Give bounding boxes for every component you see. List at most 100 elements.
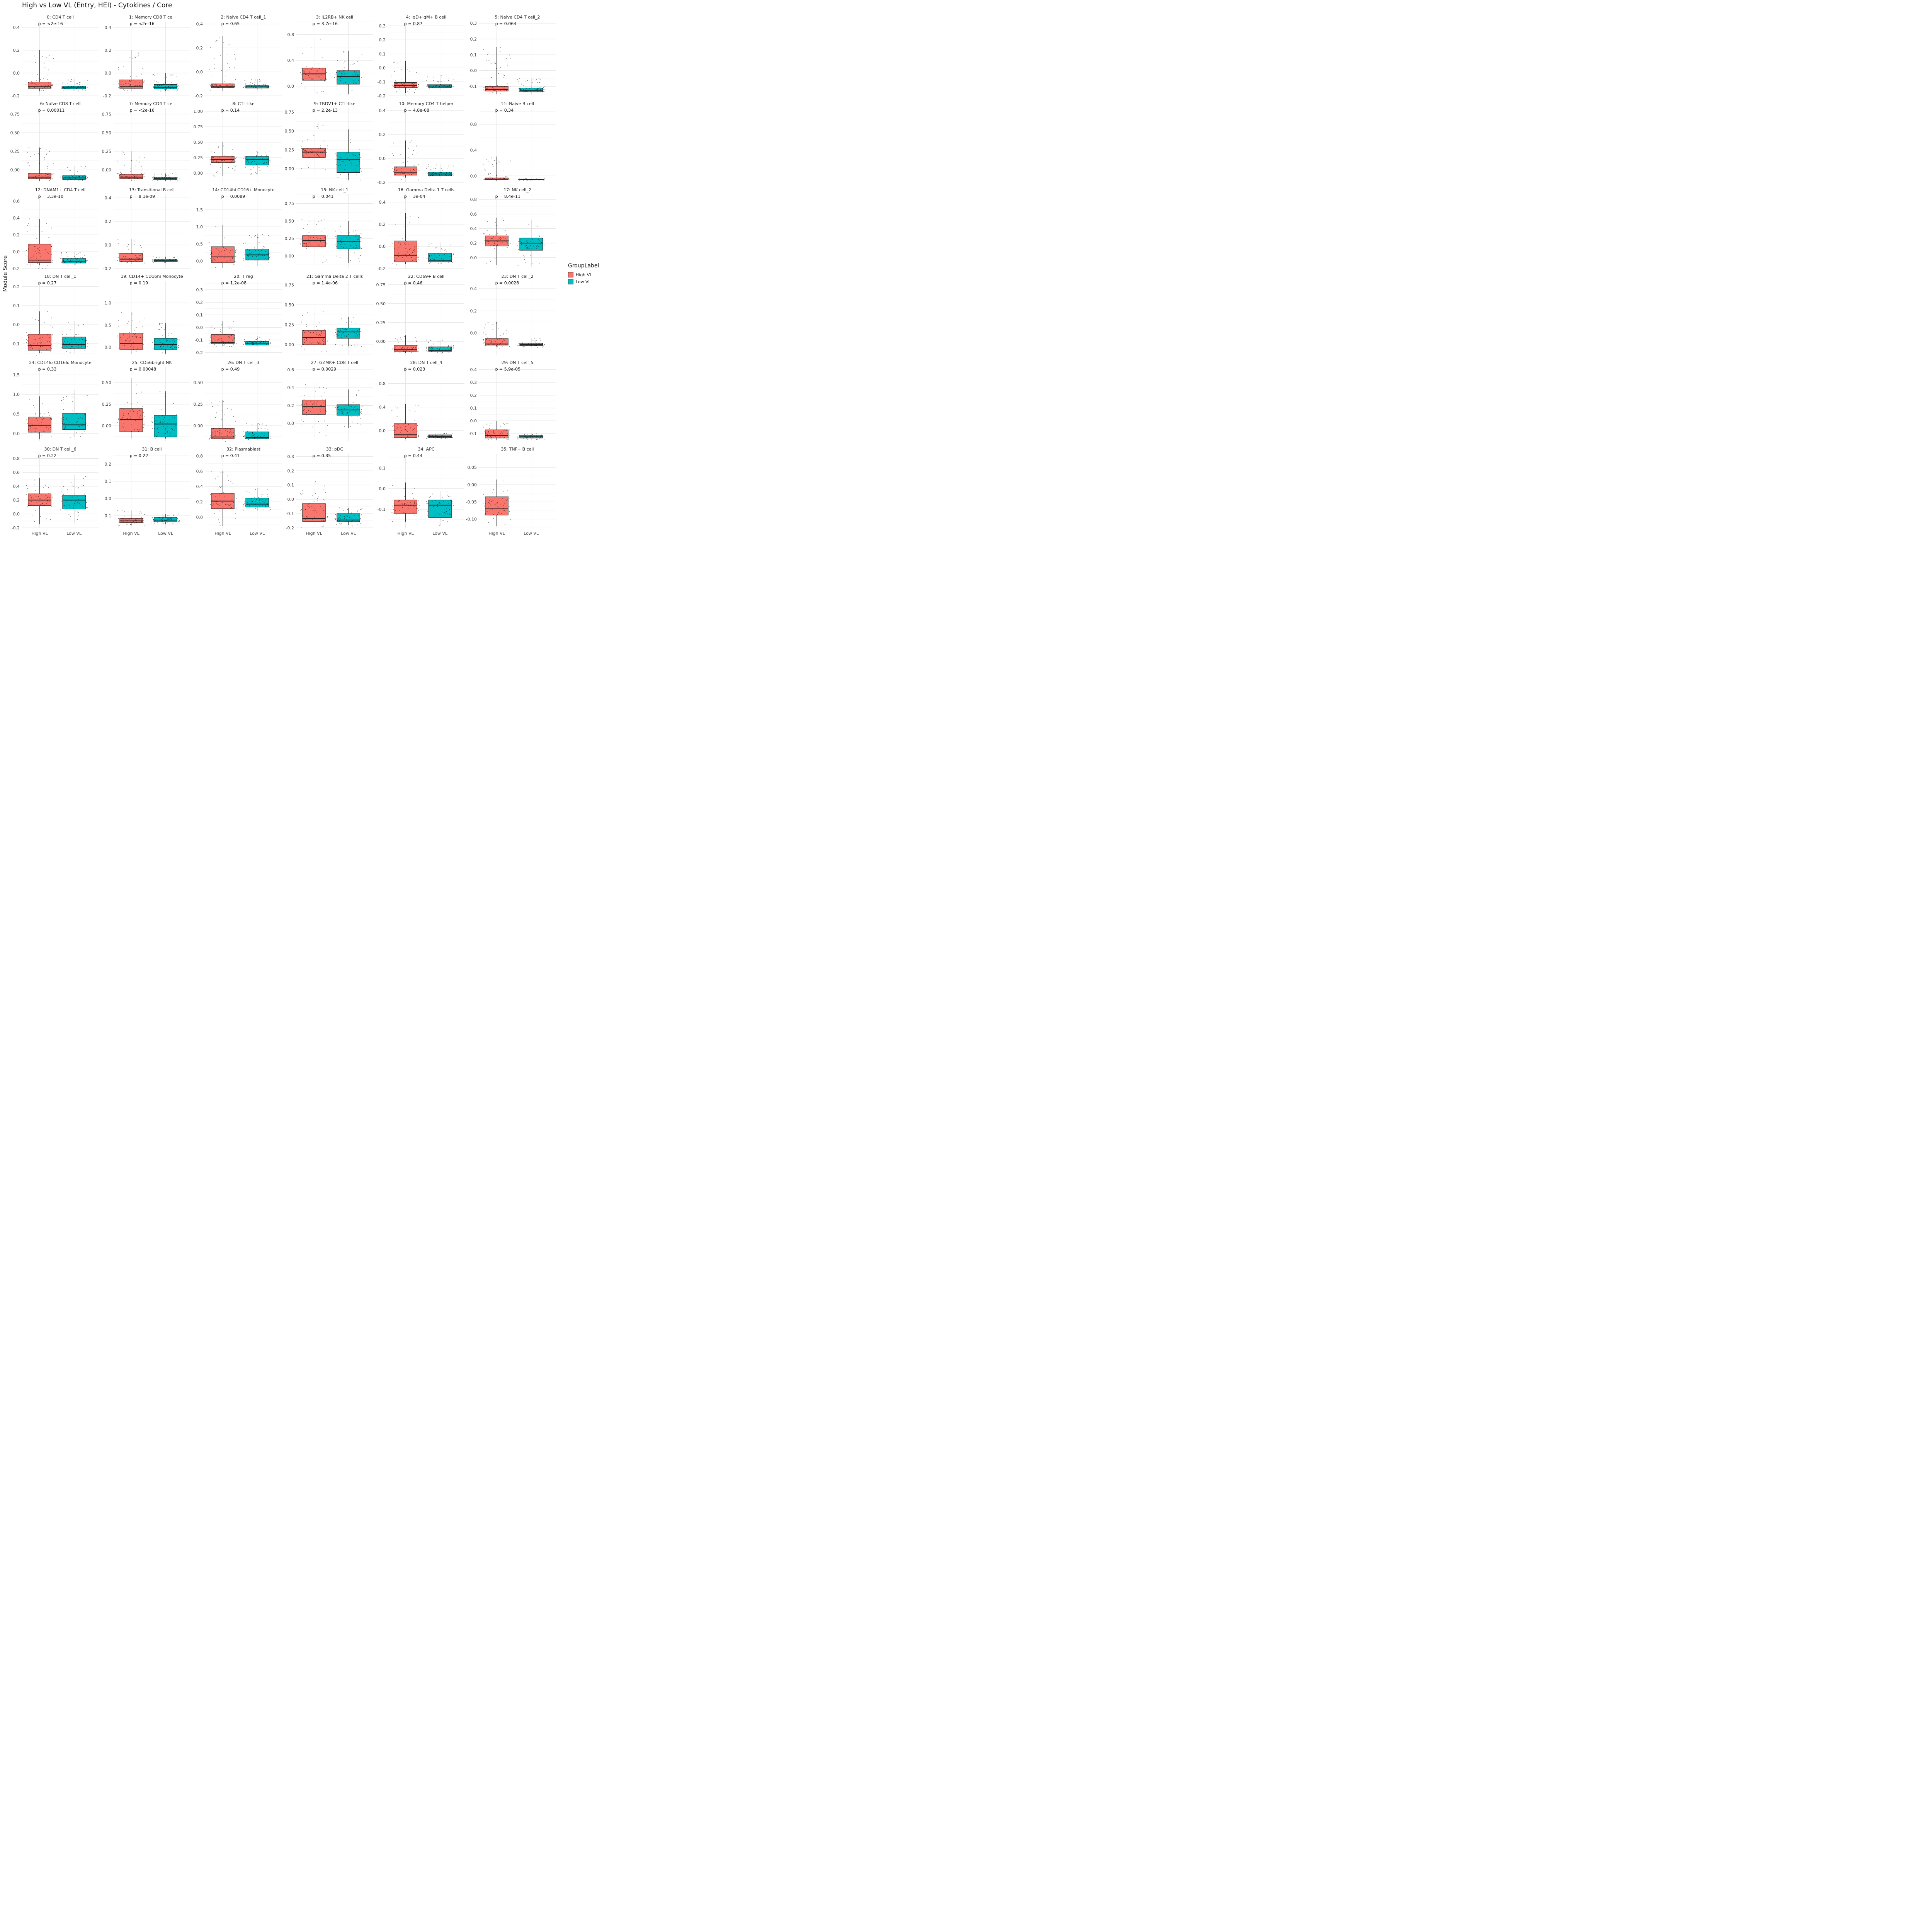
jitter-point — [355, 155, 356, 156]
jitter-point — [318, 343, 319, 344]
jitter-point — [413, 429, 414, 430]
jitter-point — [518, 179, 519, 180]
jitter-point — [221, 160, 222, 161]
jitter-point — [260, 436, 261, 437]
y-tick-label: 1.5 — [196, 207, 203, 213]
jitter-point — [80, 166, 82, 167]
jitter-point — [494, 160, 495, 161]
jitter-point — [503, 423, 504, 424]
jitter-point — [301, 527, 302, 528]
jitter-point — [539, 248, 541, 250]
jitter-point — [254, 436, 255, 437]
jitter-point — [337, 334, 338, 335]
jitter-point — [118, 320, 119, 321]
y-tick-label: 0.0 — [13, 249, 20, 254]
jitter-point — [444, 438, 446, 439]
jitter-point — [539, 340, 541, 341]
jitter-point — [152, 342, 153, 343]
jitter-point — [216, 85, 217, 86]
jitter-point — [63, 90, 65, 92]
jitter-point — [221, 486, 222, 487]
p-value-label: p = 0.14 — [221, 108, 240, 113]
y-tick-label: 0.50 — [102, 130, 112, 135]
jitter-point — [168, 517, 169, 519]
jitter-point — [224, 334, 226, 335]
jitter-point — [505, 175, 506, 177]
jitter-point — [496, 163, 497, 164]
jitter-point — [210, 435, 211, 436]
jitter-point — [118, 173, 119, 175]
jitter-point — [228, 252, 230, 253]
jitter-point — [493, 177, 495, 179]
jitter-point — [438, 253, 439, 255]
jitter-point — [61, 400, 62, 401]
jitter-point — [157, 73, 158, 75]
jitter-point — [539, 79, 541, 80]
jitter-point — [426, 80, 427, 81]
jitter-point — [260, 340, 262, 341]
jitter-point — [417, 345, 418, 346]
jitter-point — [172, 523, 173, 524]
jitter-point — [517, 437, 518, 439]
box-iqr — [28, 82, 51, 89]
jitter-point — [355, 234, 357, 235]
jitter-point — [361, 514, 362, 515]
y-tick-label: 0.2 — [196, 300, 203, 305]
jitter-point — [499, 238, 500, 239]
y-tick-label: 0.25 — [10, 149, 20, 154]
jitter-point — [85, 496, 86, 497]
jitter-point — [139, 417, 140, 418]
jitter-point — [33, 427, 34, 429]
jitter-point — [500, 47, 501, 48]
jitter-point — [41, 435, 43, 437]
jitter-point — [154, 174, 155, 175]
jitter-point — [226, 156, 228, 157]
jitter-point — [352, 520, 353, 521]
jitter-point — [156, 81, 157, 82]
y-tick-label: 0.3 — [470, 380, 477, 385]
jitter-point — [46, 153, 48, 155]
jitter-point — [521, 244, 522, 245]
x-tick-label: High VL — [214, 531, 231, 536]
jitter-point — [345, 331, 347, 332]
jitter-point — [318, 128, 319, 129]
y-tick-label: 0.1 — [196, 313, 203, 318]
y-tick-label: 0.50 — [10, 130, 20, 135]
jitter-point — [214, 259, 216, 260]
jitter-point — [47, 174, 48, 175]
jitter-point — [144, 423, 145, 425]
jitter-point — [505, 238, 507, 239]
jitter-point — [80, 436, 81, 437]
jitter-point — [304, 409, 305, 410]
jitter-point — [483, 49, 484, 50]
jitter-point — [214, 513, 215, 514]
jitter-point — [45, 173, 46, 174]
jitter-point — [82, 505, 83, 507]
jitter-point — [67, 259, 68, 260]
jitter-point — [51, 173, 52, 175]
y-tick-label: 1.0 — [13, 392, 20, 397]
jitter-point — [350, 517, 352, 519]
jitter-point — [344, 70, 345, 71]
jitter-point — [544, 344, 545, 345]
y-tick-label: 0.0 — [470, 255, 477, 260]
jitter-point — [403, 176, 404, 177]
jitter-point — [530, 245, 531, 246]
jitter-point — [417, 257, 418, 258]
jitter-point — [36, 238, 37, 239]
y-tick-label: 0.2 — [379, 37, 386, 43]
jitter-point — [39, 247, 41, 248]
jitter-point — [543, 179, 544, 180]
jitter-point — [306, 412, 307, 413]
jitter-point — [304, 342, 305, 343]
jitter-point — [76, 413, 77, 414]
jitter-point — [408, 423, 409, 424]
y-tick-label: 0.2 — [470, 37, 477, 42]
jitter-point — [243, 344, 244, 345]
jitter-point — [73, 348, 75, 349]
jitter-point — [323, 510, 324, 511]
y-tick-label: 0.50 — [285, 129, 294, 134]
jitter-point — [235, 251, 236, 252]
jitter-point — [325, 410, 326, 411]
